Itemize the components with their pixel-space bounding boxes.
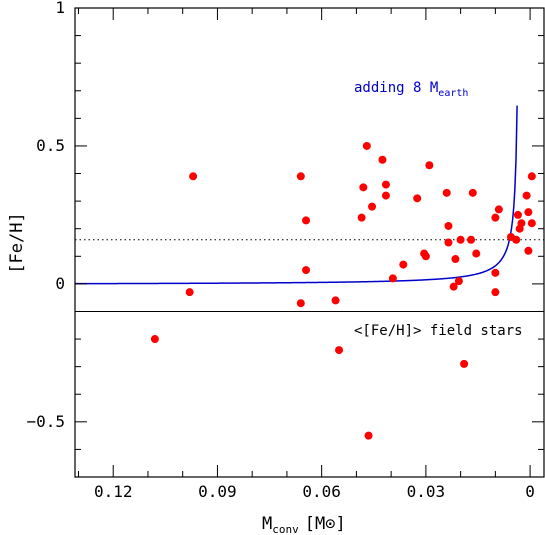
data-point — [456, 235, 465, 244]
y-tick-label: 1 — [55, 0, 65, 17]
data-point — [524, 208, 533, 217]
data-point — [467, 235, 476, 244]
data-point — [296, 299, 305, 308]
x-axis-title-sub: conv — [272, 523, 299, 535]
data-point — [150, 335, 159, 344]
data-point — [364, 431, 373, 440]
data-point — [491, 213, 500, 222]
enrichment-curve — [74, 105, 518, 285]
y-axis-title: [Fe/H] — [7, 212, 27, 273]
data-point — [527, 172, 536, 181]
data-point — [444, 238, 453, 247]
data-point — [513, 210, 522, 219]
data-point — [189, 172, 198, 181]
field-stars-label: <[Fe/H]> field stars — [354, 323, 523, 339]
data-point — [468, 188, 477, 197]
plot-frame — [74, 7, 545, 478]
data-point — [381, 191, 390, 200]
y-tick-label: 0 — [55, 274, 65, 293]
data-point — [449, 282, 458, 291]
x-tick-label: 0.12 — [94, 482, 133, 501]
data-point — [185, 288, 194, 297]
data-point — [388, 274, 397, 283]
data-point — [491, 268, 500, 277]
data-point — [472, 249, 481, 258]
curve-label-sub: earth — [438, 88, 468, 99]
x-tick-label: 0.03 — [407, 482, 446, 501]
data-point — [362, 141, 371, 150]
data-point — [451, 255, 460, 264]
data-point — [517, 219, 526, 228]
data-point — [331, 296, 340, 305]
data-point — [335, 346, 344, 355]
data-point — [494, 205, 503, 214]
x-tick-label: 0.09 — [198, 482, 237, 501]
data-points — [150, 141, 536, 440]
data-point — [421, 252, 430, 261]
x-axis-title: Mconv [M⊙] — [262, 514, 346, 535]
axis-ticks — [75, 7, 544, 478]
data-point — [302, 266, 311, 275]
y-tick-label: −0.5 — [26, 412, 65, 431]
data-point — [524, 246, 533, 255]
data-point — [522, 191, 531, 200]
data-point — [381, 180, 390, 189]
data-point — [442, 188, 451, 197]
data-point — [378, 155, 387, 164]
data-point — [399, 260, 408, 269]
x-tick-label: 0.06 — [302, 482, 341, 501]
data-point — [454, 277, 463, 286]
data-point — [296, 172, 305, 181]
data-point — [491, 288, 500, 297]
tick-labels: 0.12 0.09 0.06 0.03 0 1 0.5 0 −0.5 — [26, 0, 534, 501]
data-point — [460, 359, 469, 368]
data-point — [425, 161, 434, 170]
data-point — [444, 221, 453, 230]
y-tick-label: 0.5 — [36, 136, 65, 155]
data-point — [357, 213, 366, 222]
data-point — [413, 194, 422, 203]
data-point — [359, 183, 368, 192]
data-point — [368, 202, 377, 211]
curve-label: adding 8 Mearth — [354, 80, 468, 99]
data-point — [512, 235, 521, 244]
data-point — [302, 216, 311, 225]
x-tick-label: 0 — [525, 482, 535, 501]
data-point — [527, 219, 536, 228]
